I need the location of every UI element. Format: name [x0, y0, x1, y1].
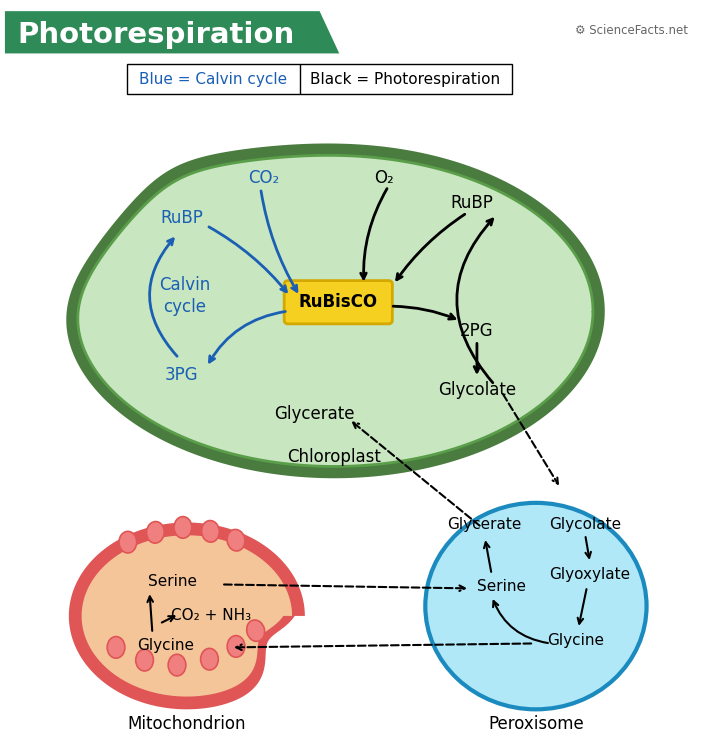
FancyBboxPatch shape	[127, 64, 513, 94]
Ellipse shape	[174, 517, 192, 538]
Text: O₂: O₂	[373, 170, 393, 188]
Text: 2PG: 2PG	[460, 322, 494, 340]
Ellipse shape	[119, 531, 136, 553]
Text: Photorespiration: Photorespiration	[18, 21, 295, 49]
Ellipse shape	[246, 620, 265, 641]
Polygon shape	[81, 536, 292, 697]
Ellipse shape	[107, 637, 125, 658]
Text: Glycolate: Glycolate	[549, 517, 621, 532]
Ellipse shape	[201, 520, 219, 542]
Text: Glycerate: Glycerate	[274, 405, 355, 423]
Text: Calvin
cycle: Calvin cycle	[159, 276, 211, 316]
Ellipse shape	[426, 503, 647, 710]
Text: RuBP: RuBP	[451, 194, 493, 212]
Text: Black = Photorespiration: Black = Photorespiration	[310, 71, 501, 86]
FancyBboxPatch shape	[284, 280, 393, 324]
Text: CO₂: CO₂	[248, 170, 279, 188]
Text: Peroxisome: Peroxisome	[488, 715, 584, 733]
Text: 3PG: 3PG	[165, 366, 198, 384]
Text: CO₂ + NH₃: CO₂ + NH₃	[171, 608, 251, 623]
Text: Chloroplast: Chloroplast	[288, 448, 381, 466]
Text: RuBP: RuBP	[161, 209, 203, 226]
Polygon shape	[78, 155, 593, 466]
Text: Glycine: Glycine	[547, 633, 604, 648]
Text: Glycerate: Glycerate	[448, 517, 522, 532]
Ellipse shape	[146, 521, 164, 543]
Text: Glyoxylate: Glyoxylate	[550, 567, 630, 582]
Ellipse shape	[169, 654, 186, 676]
Ellipse shape	[201, 648, 218, 670]
Ellipse shape	[136, 650, 154, 671]
Text: Serine: Serine	[477, 579, 526, 594]
Polygon shape	[69, 523, 305, 710]
Text: Blue = Calvin cycle: Blue = Calvin cycle	[139, 71, 288, 86]
Text: ⚙ ScienceFacts.net: ⚙ ScienceFacts.net	[575, 24, 688, 38]
Ellipse shape	[227, 635, 245, 657]
Text: Mitochondrion: Mitochondrion	[128, 715, 246, 733]
Text: Glycolate: Glycolate	[438, 381, 516, 399]
Text: RuBisCO: RuBisCO	[298, 293, 378, 311]
Ellipse shape	[227, 530, 245, 551]
Polygon shape	[5, 11, 339, 53]
Polygon shape	[66, 143, 605, 478]
Text: Serine: Serine	[148, 574, 196, 589]
Text: Glycine: Glycine	[136, 638, 193, 653]
